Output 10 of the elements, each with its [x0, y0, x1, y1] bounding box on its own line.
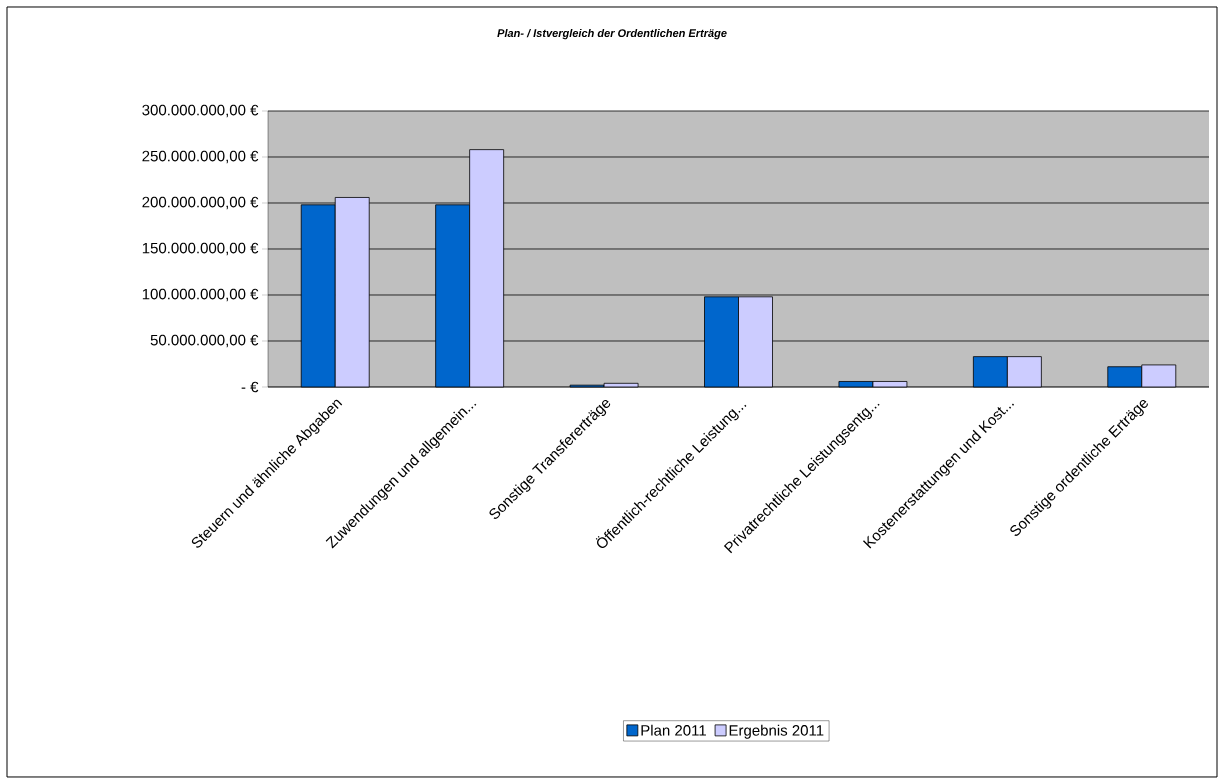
legend-label: Plan 2011: [641, 724, 706, 736]
legend-label: Ergebnis 2011: [729, 724, 824, 739]
y-tick-label: 50.000.000,00 €: [150, 334, 259, 348]
y-tick-label: - €: [241, 381, 259, 393]
y-tick-label: 300.000.000,00 €: [142, 104, 259, 118]
y-tick-label: 150.000.000,00 €: [142, 242, 259, 256]
y-tick-label: 200.000.000,00 €: [142, 196, 259, 210]
y-tick-label: 250.000.000,00 €: [142, 150, 259, 164]
chart-title: Plan- / Istvergleich der Ordentlichen Erträge: [497, 28, 727, 40]
y-tick-label: 100.000.000,00 €: [142, 288, 259, 302]
